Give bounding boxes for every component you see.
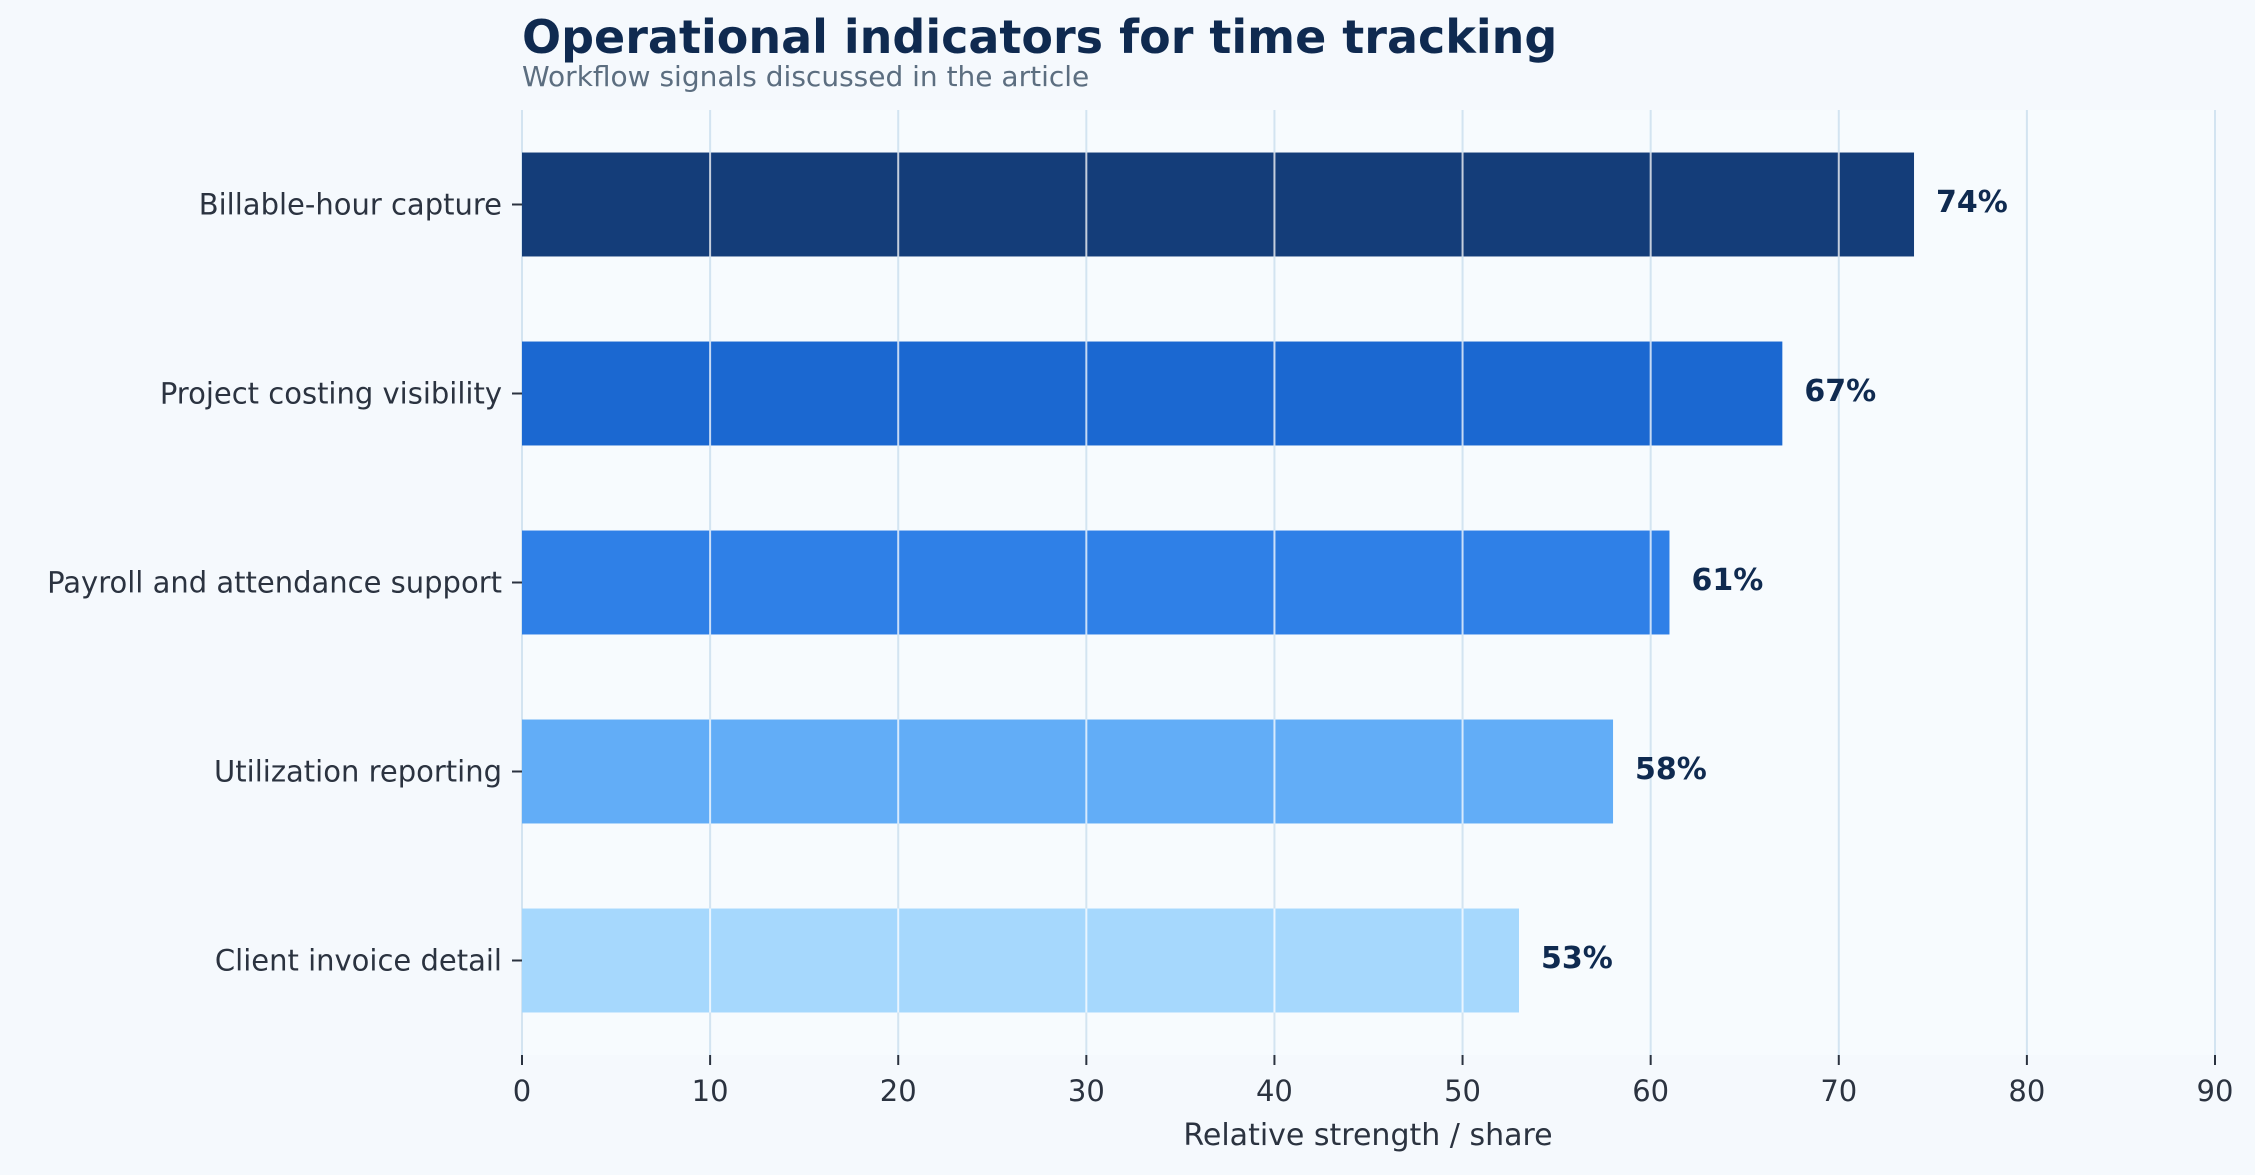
x-tick-label-20: 20 [880,1074,917,1108]
x-tick-label-60: 60 [1632,1074,1669,1108]
bar-2 [522,341,1783,446]
chart-subtitle: Workflow signals discussed in the articl… [522,60,1089,93]
value-label-3: 61% [1691,563,1763,598]
x-tick-label-0: 0 [513,1074,531,1108]
value-label-5: 53% [1541,941,1613,976]
chart-title: Operational indicators for time tracking [522,10,1557,64]
category-label-1: Billable-hour capture [199,188,502,222]
bars [522,152,1915,1013]
x-tick-label-90: 90 [2197,1074,2234,1108]
x-tick-label-10: 10 [692,1074,729,1108]
x-axis-ticks: 0 10 20 30 40 50 60 70 80 90 [513,1055,2234,1108]
value-label-1: 74% [1936,185,2008,220]
bar-5 [522,908,1519,1013]
x-tick-label-50: 50 [1444,1074,1481,1108]
category-label-3: Payroll and attendance support [47,566,502,600]
x-tick-label-30: 30 [1068,1074,1105,1108]
bar-4 [522,719,1614,824]
x-tick-label-80: 80 [2008,1074,2045,1108]
category-label-5: Client invoice detail [215,944,502,978]
category-labels: Billable-hour capture Project costing vis… [47,188,522,978]
category-label-2: Project costing visibility [160,377,502,411]
bar-1 [522,152,1915,257]
value-label-4: 58% [1635,752,1707,787]
x-tick-label-40: 40 [1256,1074,1293,1108]
x-axis-label: Relative strength / share [1183,1118,1552,1153]
x-tick-label-70: 70 [1820,1074,1857,1108]
category-label-4: Utilization reporting [214,755,502,789]
grid-lines-over-bars [709,152,1840,1013]
value-labels: 74% 67% 61% 58% 53% [1541,185,2008,976]
value-label-2: 67% [1804,374,1876,409]
bar-3 [522,530,1670,635]
